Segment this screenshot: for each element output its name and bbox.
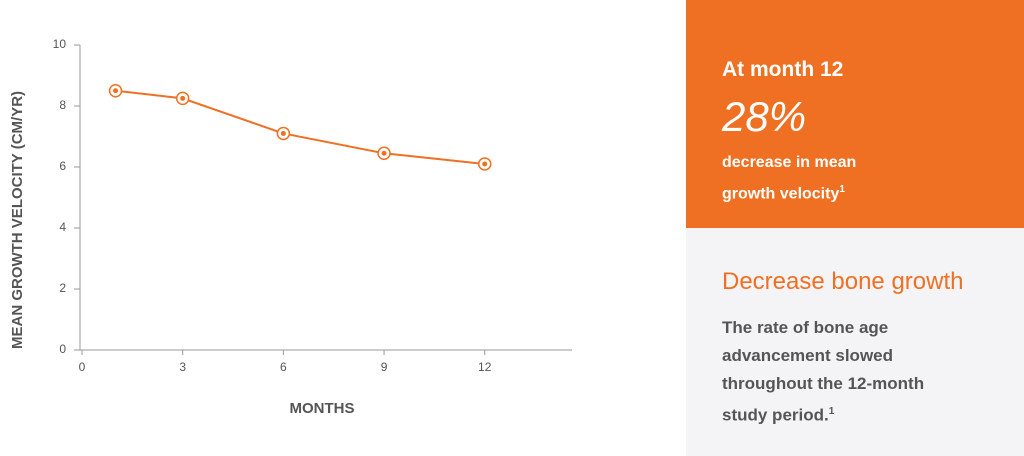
highlight-stat: 28% — [722, 93, 807, 140]
point-dot — [180, 95, 186, 101]
footnote-ref: 1 — [839, 184, 845, 195]
highlight-text: decrease in mean growth velocity1 — [722, 149, 897, 207]
note-body: The rate of bone age advancement slowed … — [722, 318, 925, 425]
point-dot — [113, 88, 119, 94]
point-dot — [280, 130, 286, 136]
footnote-ref: 1 — [828, 406, 835, 417]
highlight-heading: At month 12 — [722, 58, 844, 81]
chart: MEAN GROWTH VELOCITY (CM/YR) MONTHS 0 2 4 6… — [9, 37, 572, 417]
y-tick-label: 2 — [59, 281, 66, 295]
x-tick-label: 3 — [179, 360, 186, 374]
line — [115, 89, 485, 165]
highlight-panel: At month 12 28% decrease in mean growth … — [686, 0, 1024, 228]
y-tick-label: 10 — [53, 37, 67, 51]
note-heading: Decrease bone growth — [722, 268, 964, 295]
note-panel: Decrease bone growth The rate of bone ag… — [686, 228, 1024, 456]
x-axis-label: MONTHS — [290, 400, 355, 417]
point-dot — [381, 150, 387, 156]
y-tick-label: 0 — [59, 342, 66, 356]
note-text: The rate of bone age advancement slowed … — [722, 314, 972, 430]
y-tick-label: 4 — [59, 220, 66, 234]
x-tick-label: 0 — [79, 360, 86, 374]
y-axis-label: MEAN GROWTH VELOCITY (CM/YR) — [9, 91, 26, 349]
x-tick-label: 6 — [280, 360, 287, 374]
point-dot — [482, 161, 488, 167]
y-tick-label: 8 — [59, 98, 66, 112]
y-tick-label: 6 — [59, 159, 66, 173]
x-tick-label: 12 — [478, 360, 492, 374]
highlight-body: decrease in mean growth velocity — [722, 154, 857, 203]
x-tick-label: 9 — [381, 360, 388, 374]
